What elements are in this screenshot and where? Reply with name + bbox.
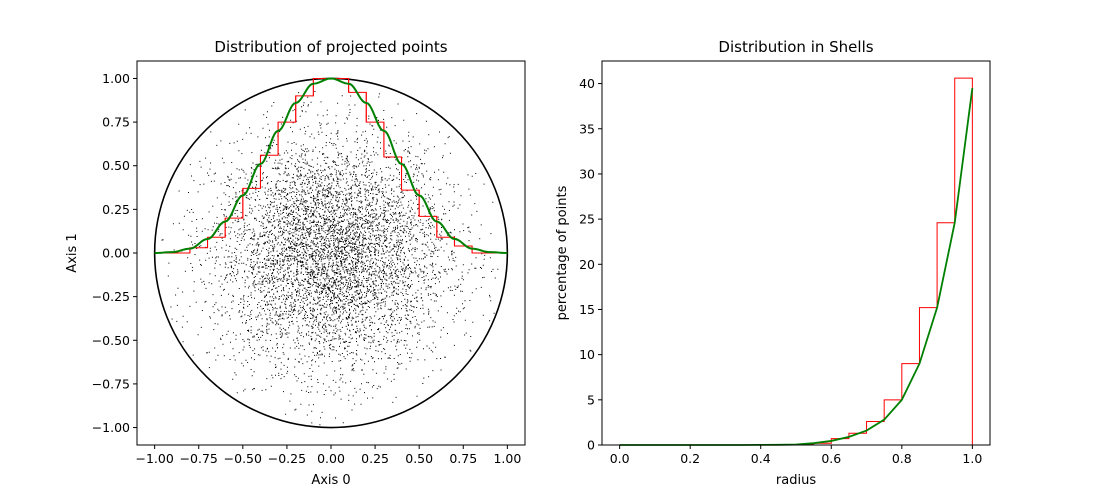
left-y-tick-label: −0.50 bbox=[92, 333, 130, 348]
left-x-tick-label: −0.75 bbox=[180, 451, 218, 466]
left-y-tick-label: −0.25 bbox=[92, 289, 130, 304]
left-x-tick-label: 0.00 bbox=[317, 451, 345, 466]
density-curve-right bbox=[619, 87, 974, 446]
x-axis-label-left: Axis 0 bbox=[311, 473, 350, 488]
right-x-tick-label: 0.4 bbox=[751, 451, 771, 466]
left-x-tick-label: 0.25 bbox=[361, 451, 389, 466]
right-x-tick-label: 0.0 bbox=[610, 451, 630, 466]
right-y-tick-label: 0 bbox=[587, 438, 595, 453]
chart-title-right: Distribution in Shells bbox=[718, 38, 873, 56]
y-axis-label-left: Axis 1 bbox=[65, 233, 80, 272]
left-y-tick-label: −1.00 bbox=[92, 420, 130, 435]
right-y-tick-label: 25 bbox=[579, 212, 595, 227]
right-x-tick-label: 0.8 bbox=[892, 451, 912, 466]
x-axis-label-right: radius bbox=[776, 473, 816, 488]
right-y-tick-label: 20 bbox=[579, 257, 595, 272]
right-x-tick-label: 0.6 bbox=[821, 451, 841, 466]
right-axes-frame bbox=[601, 60, 991, 446]
right-y-tick-label: 30 bbox=[579, 166, 595, 181]
left-x-tick-label: −1.00 bbox=[135, 451, 173, 466]
right-y-tick-label: 40 bbox=[579, 76, 595, 91]
left-y-tick-label: 1.00 bbox=[102, 71, 130, 86]
plot-area-right: 0.0 0.2 0.4 0.6 0.8 1.0 0 5 10 15 20 25 30 35 40 bbox=[579, 60, 991, 466]
density-curve-left bbox=[154, 77, 508, 254]
left-x-tick-label: −0.50 bbox=[224, 451, 262, 466]
histogram-step-right bbox=[619, 77, 973, 446]
left-y-tick-label: 0.75 bbox=[102, 115, 130, 130]
scatter-points bbox=[161, 91, 499, 426]
y-axis-label-right: percentage of points bbox=[555, 185, 570, 320]
left-y-tick-label: 0.00 bbox=[102, 246, 130, 261]
right-x-tick-label: 0.2 bbox=[680, 451, 700, 466]
left-y-tick-label: 0.25 bbox=[102, 202, 130, 217]
chart-title-left: Distribution of projected points bbox=[214, 38, 447, 56]
panel-projected-points: Distribution of projected points Axis 0 … bbox=[65, 38, 526, 488]
left-x-tick-label: 0.50 bbox=[405, 451, 433, 466]
panel-shells: Distribution in Shells radius percentage… bbox=[555, 38, 991, 488]
right-y-tick-label: 15 bbox=[579, 302, 595, 317]
left-x-tick-label: 0.75 bbox=[449, 451, 477, 466]
left-y-tick-label: −0.75 bbox=[92, 376, 130, 391]
plot-area-left: −1.00 −0.75 −0.50 −0.25 0.00 0.25 0.50 0.75 1.00… bbox=[92, 60, 526, 466]
right-x-tick-label: 1.0 bbox=[962, 451, 982, 466]
right-y-tick-label: 35 bbox=[579, 121, 595, 136]
right-y-tick-label: 10 bbox=[579, 347, 595, 362]
left-x-tick-label: −0.25 bbox=[268, 451, 306, 466]
histogram-step-left-risers bbox=[189, 78, 473, 253]
right-y-tick-label: 5 bbox=[587, 392, 595, 407]
left-y-tick-label: 0.50 bbox=[102, 158, 130, 173]
left-x-tick-label: 1.00 bbox=[493, 451, 521, 466]
